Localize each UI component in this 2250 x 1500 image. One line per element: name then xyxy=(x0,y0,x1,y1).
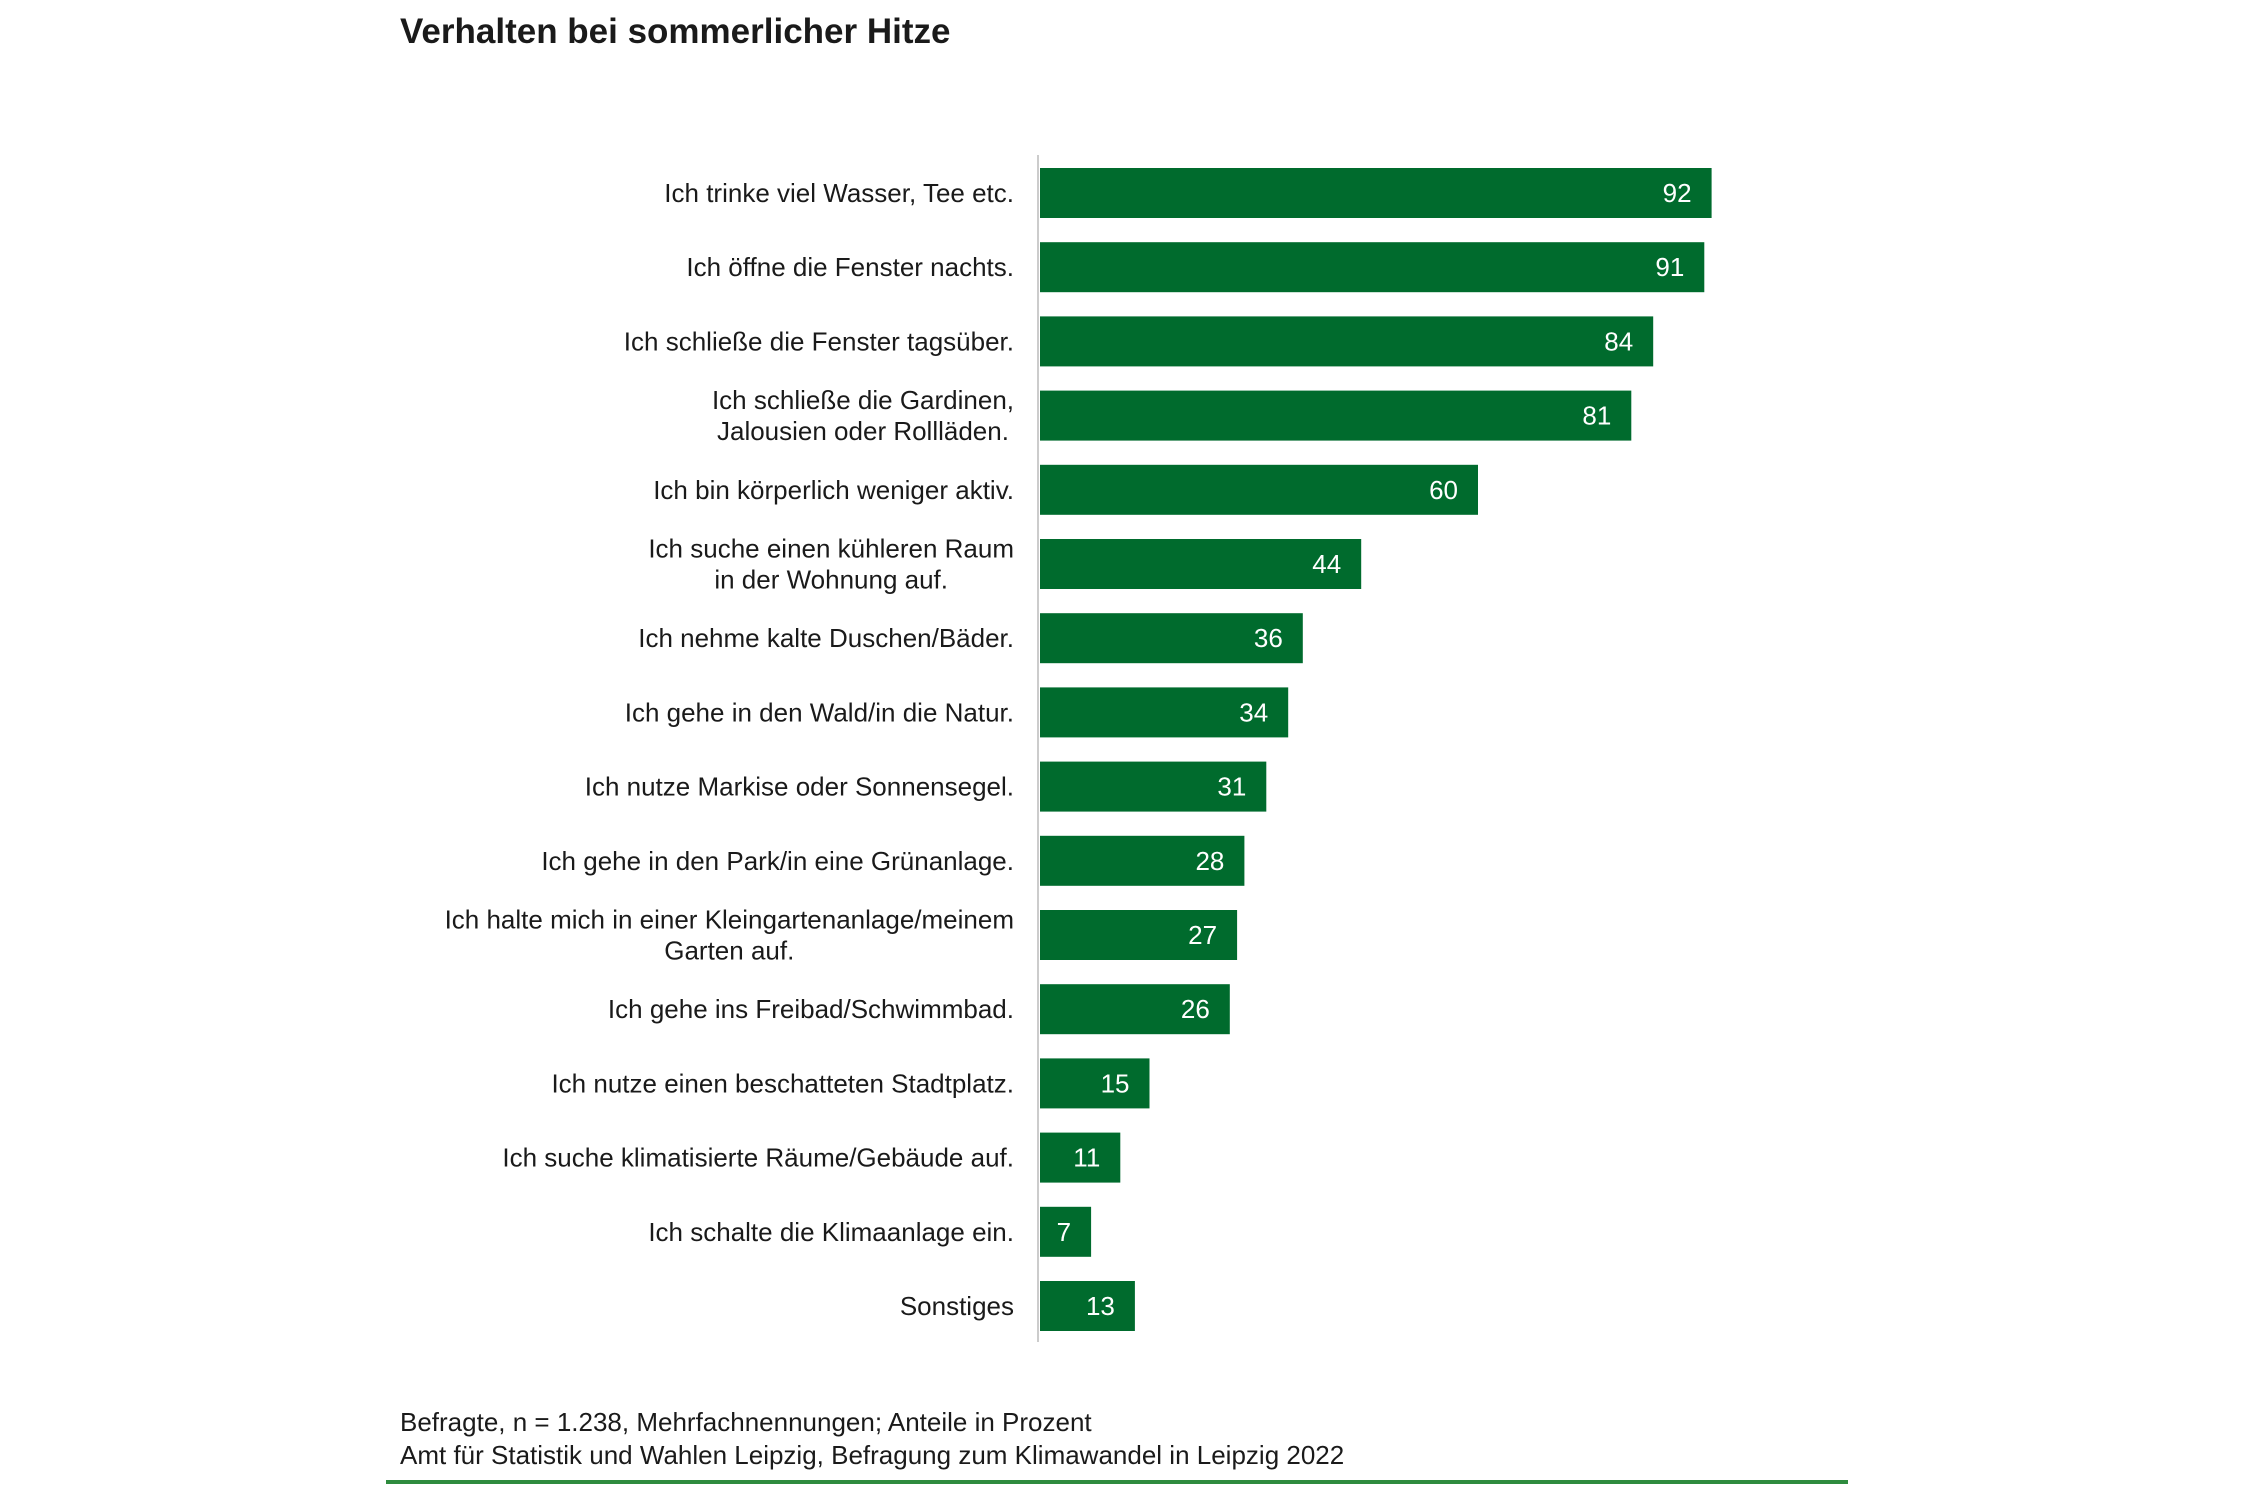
footer-rule xyxy=(386,1480,1848,1484)
bar-value-label-14: 7 xyxy=(1057,1217,1071,1247)
footnote: Befragte, n = 1.238, Mehrfachnennungen; … xyxy=(400,1406,1344,1472)
category-label-12: Ich nutze einen beschatteten Stadtplatz. xyxy=(551,1068,1014,1098)
bar-value-label-11: 26 xyxy=(1181,994,1210,1024)
bar-6 xyxy=(1040,613,1303,664)
bar-3 xyxy=(1040,390,1632,441)
bar-8 xyxy=(1040,761,1267,812)
chart-title: Verhalten bei sommerlicher Hitze xyxy=(400,12,951,51)
bar-value-label-10: 27 xyxy=(1188,920,1217,950)
bar-7 xyxy=(1040,687,1289,738)
category-label-3: Ich schließe die Gardinen, Jalousien oder… xyxy=(712,385,1014,446)
bar-14 xyxy=(1040,1206,1092,1257)
bar-9 xyxy=(1040,835,1245,886)
category-label-1: Ich öffne die Fenster nachts. xyxy=(686,252,1014,282)
bar-value-label-12: 15 xyxy=(1101,1068,1130,1098)
bar-1 xyxy=(1040,242,1705,293)
bar-value-label-8: 31 xyxy=(1217,772,1246,802)
footnote-source: Amt für Statistik und Wahlen Leipzig, Be… xyxy=(400,1440,1345,1470)
bar-value-label-15: 13 xyxy=(1086,1291,1115,1321)
bar-value-label-9: 28 xyxy=(1195,846,1224,876)
category-label-6: Ich nehme kalte Duschen/Bäder. xyxy=(638,623,1014,653)
bar-11 xyxy=(1040,984,1230,1035)
bar-value-label-13: 11 xyxy=(1073,1143,1100,1173)
bar-value-label-1: 91 xyxy=(1655,252,1684,282)
category-label-9: Ich gehe in den Park/in eine Grünanlage. xyxy=(541,846,1014,876)
footnote-sample-note: Befragte, n = 1.238, Mehrfachnennungen; … xyxy=(400,1407,1092,1437)
bar-value-label-3: 81 xyxy=(1582,401,1611,431)
category-label-13: Ich suche klimatisierte Räume/Gebäude au… xyxy=(502,1143,1014,1173)
bar-0 xyxy=(1040,168,1712,218)
bar-value-label-0: 92 xyxy=(1663,178,1692,208)
category-label-2: Ich schließe die Fenster tagsüber. xyxy=(624,326,1014,356)
category-labels: Ich trinke viel Wasser, Tee etc. Ich öffn… xyxy=(445,178,1014,1321)
bar-4 xyxy=(1040,464,1478,515)
bar-2 xyxy=(1040,316,1654,367)
category-label-0: Ich trinke viel Wasser, Tee etc. xyxy=(664,178,1014,208)
bars xyxy=(1040,168,1712,1331)
category-label-10: Ich halte mich in einer Kleingartenanlag… xyxy=(445,905,1014,966)
category-label-15: Sonstiges xyxy=(900,1291,1014,1321)
bar-value-label-6: 36 xyxy=(1254,623,1283,653)
category-label-4: Ich bin körperlich weniger aktiv. xyxy=(653,475,1014,505)
bar-value-label-2: 84 xyxy=(1604,326,1633,356)
category-label-7: Ich gehe in den Wald/in die Natur. xyxy=(625,697,1014,727)
bar-5 xyxy=(1040,539,1362,589)
value-labels: 92 91 84 81 60 44 36 34 31 28 27 26 15 11 7 13 xyxy=(1057,178,1692,1321)
category-label-11: Ich gehe ins Freibad/Schwimmbad. xyxy=(608,994,1014,1024)
category-label-14: Ich schalte die Klimaanlage ein. xyxy=(648,1217,1014,1247)
bar-10 xyxy=(1040,910,1238,960)
category-label-5: Ich suche einen kühleren Raum in der Wohn… xyxy=(648,534,1014,595)
bar-value-label-5: 44 xyxy=(1312,549,1341,579)
bar-15 xyxy=(1040,1281,1135,1331)
bar-13 xyxy=(1040,1132,1121,1183)
bar-value-label-4: 60 xyxy=(1429,475,1458,505)
bar-value-label-7: 34 xyxy=(1239,697,1268,727)
bar-12 xyxy=(1040,1058,1150,1109)
category-label-8: Ich nutze Markise oder Sonnensegel. xyxy=(585,772,1014,802)
